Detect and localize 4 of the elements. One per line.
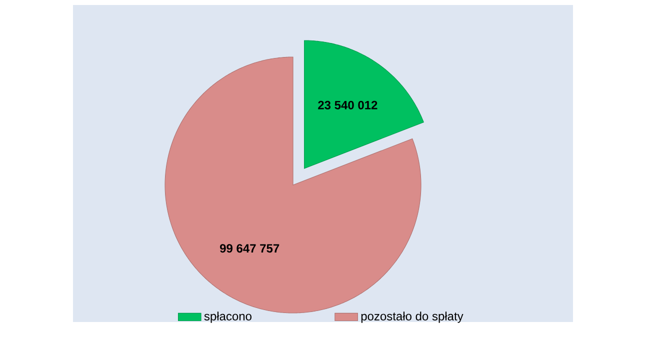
data-label: 99 647 757 (220, 244, 280, 253)
legend-label: pozostało do spłaty (361, 312, 464, 323)
legend-label: spłacono (204, 312, 252, 323)
data-label: 23 540 012 (318, 100, 378, 110)
